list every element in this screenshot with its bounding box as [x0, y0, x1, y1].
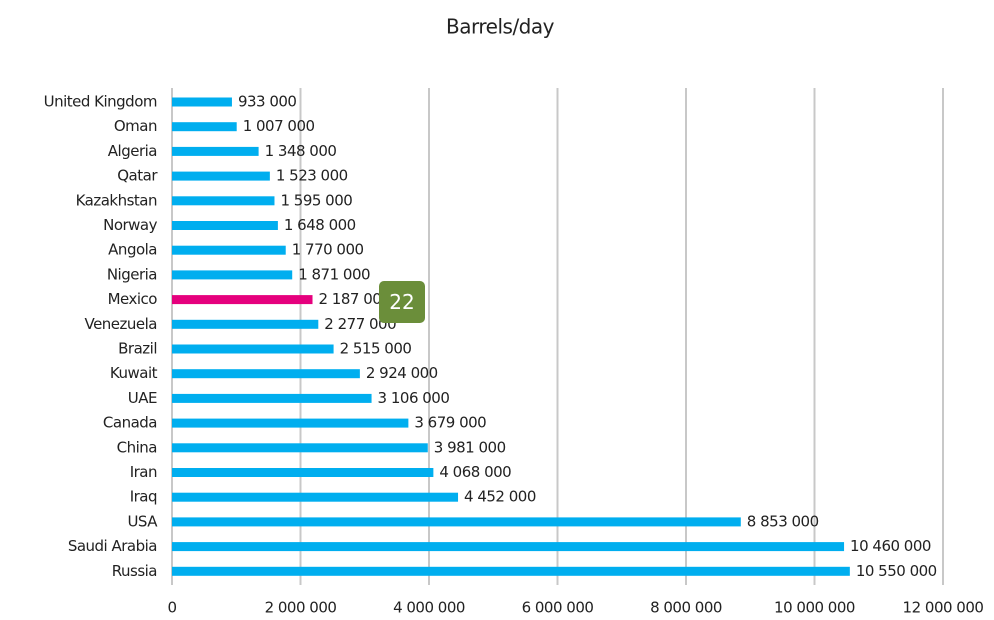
y-tick-label: China [117, 438, 157, 456]
value-label: 1 770 000 [292, 241, 364, 259]
y-tick-label: Angola [108, 241, 157, 259]
y-tick-label: Saudi Arabia [68, 537, 157, 555]
x-tick-label: 12 000 000 [903, 599, 984, 617]
x-tick-label: 10 000 000 [774, 599, 855, 617]
y-tick-label: USA [127, 512, 158, 530]
value-label: 1 871 000 [298, 265, 370, 283]
y-tick-label: Qatar [117, 167, 158, 185]
value-label: 3 106 000 [378, 389, 450, 407]
bar [172, 443, 428, 453]
y-tick-label: UAE [128, 389, 157, 407]
value-label: 1 523 000 [276, 167, 348, 185]
bar [172, 245, 286, 255]
x-tick-label: 2 000 000 [265, 599, 337, 617]
bar [172, 418, 409, 428]
bar [172, 517, 741, 527]
y-tick-label: Oman [114, 117, 157, 135]
bar [172, 270, 293, 280]
x-tick-label: 8 000 000 [650, 599, 722, 617]
value-label: 4 068 000 [439, 463, 511, 481]
value-label: 1 007 000 [243, 117, 315, 135]
y-tick-label: Brazil [118, 340, 157, 358]
x-tick-label: 0 [167, 599, 176, 617]
bar [172, 492, 459, 502]
chart-title: Barrels/day [446, 15, 555, 39]
bar [172, 369, 360, 379]
y-tick-label: Kazakhstan [76, 191, 157, 209]
bar [172, 295, 313, 305]
value-label: 10 550 000 [856, 562, 937, 580]
y-tick-label: Norway [103, 216, 158, 234]
value-label: 1 348 000 [265, 142, 337, 160]
y-tick-label: Venezuela [84, 315, 157, 333]
value-label: 8 853 000 [747, 512, 819, 530]
value-label: 1 595 000 [280, 191, 352, 209]
y-tick-label: United Kingdom [44, 93, 157, 111]
bar [172, 146, 259, 156]
bar [172, 468, 434, 477]
value-label: 10 460 000 [850, 537, 931, 555]
value-label: 2 515 000 [340, 340, 412, 358]
value-label: 1 648 000 [284, 216, 356, 234]
y-tick-label: Kuwait [110, 364, 158, 382]
bar [172, 393, 372, 403]
y-tick-label: Nigeria [107, 265, 157, 283]
value-label: 3 981 000 [434, 438, 506, 456]
bar [172, 221, 278, 230]
y-tick-label: Iran [130, 463, 157, 481]
bar [172, 196, 275, 206]
y-tick-label: Mexico [108, 290, 158, 308]
y-tick-label: Iraq [130, 488, 157, 506]
bar [172, 319, 319, 329]
bar [172, 97, 232, 107]
value-label: 2 187 000 [319, 290, 391, 308]
x-tick-label: 4 000 000 [393, 599, 465, 617]
y-tick-label: Canada [103, 414, 157, 432]
y-tick-label: Russia [112, 562, 157, 580]
bar [172, 122, 237, 132]
x-tick-label: 6 000 000 [522, 599, 594, 617]
value-label: 2 277 000 [324, 315, 396, 333]
value-label: 3 679 000 [414, 414, 486, 432]
bar [172, 542, 845, 552]
value-label: 933 000 [238, 93, 297, 111]
annotation-badge[interactable]: 22 [379, 281, 425, 323]
bar [172, 344, 334, 354]
bar [172, 566, 850, 576]
y-tick-label: Algeria [108, 142, 157, 160]
value-label: 2 924 000 [366, 364, 438, 382]
bar [172, 171, 270, 181]
value-label: 4 452 000 [464, 488, 536, 506]
